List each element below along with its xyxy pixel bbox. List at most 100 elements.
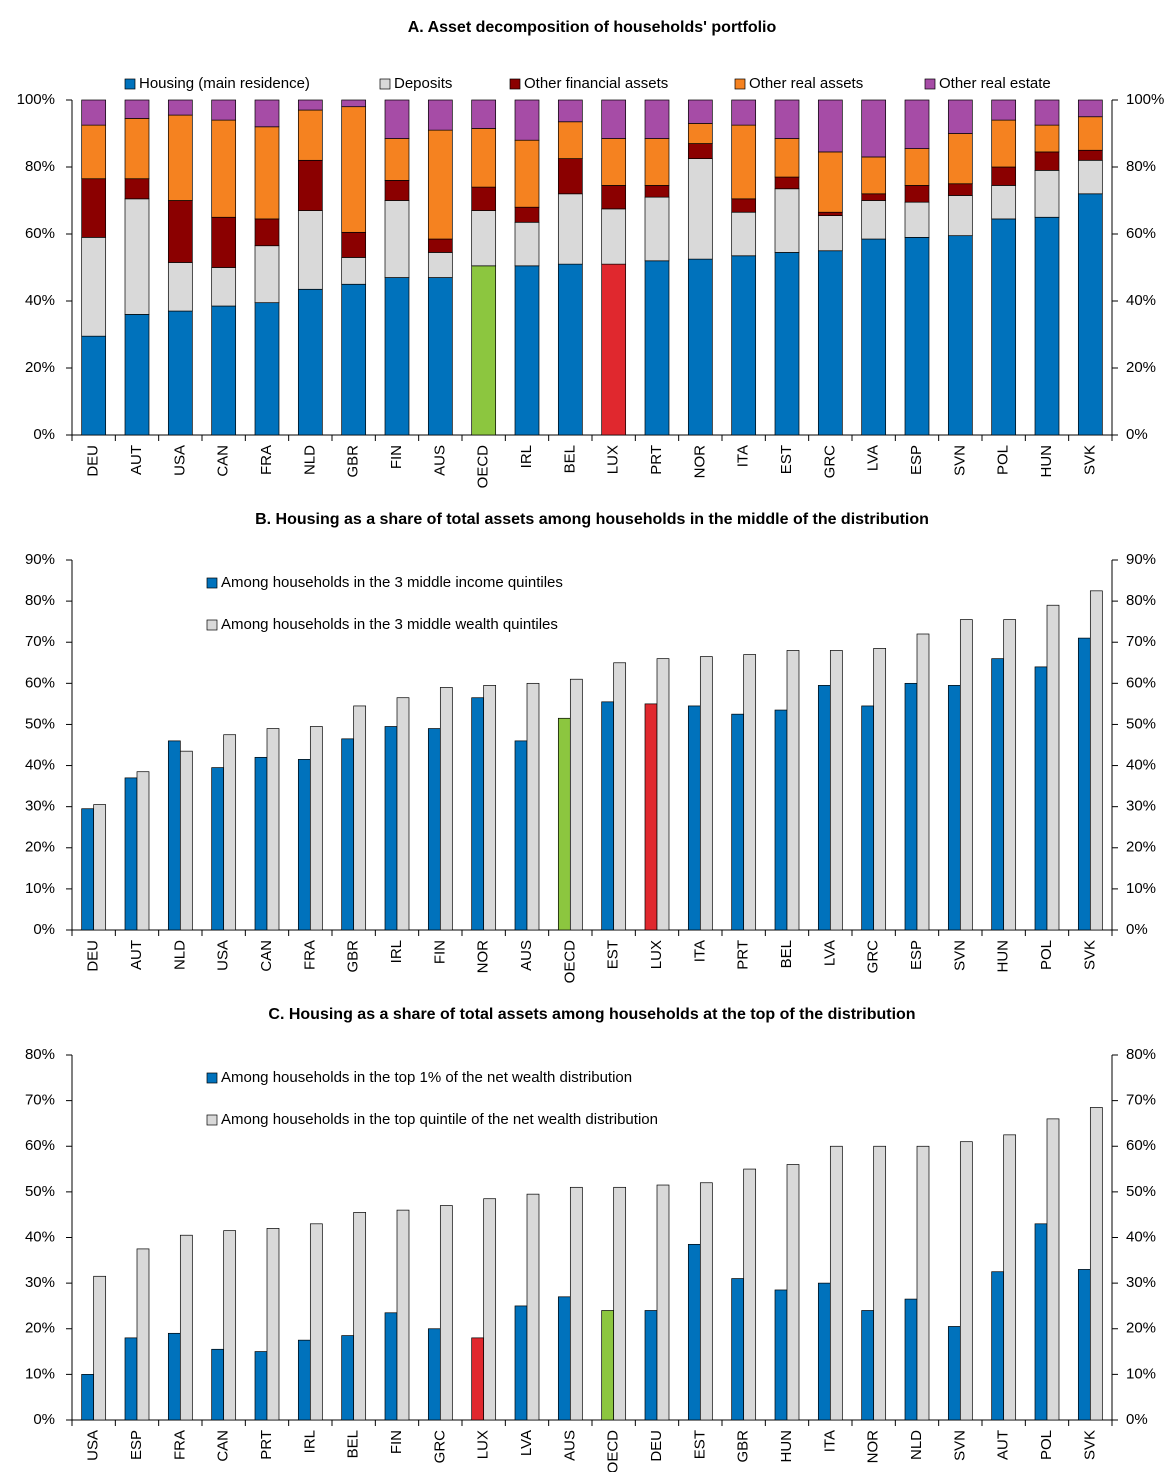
bar [817, 1282, 831, 1421]
bar-segment [947, 183, 973, 196]
bar-segment [81, 178, 107, 238]
bar-segment [1077, 159, 1103, 195]
bar-segment [947, 133, 973, 185]
bar-segment [1034, 216, 1060, 436]
y-tick-label: 50% [25, 715, 55, 732]
x-tick-label: FIN [388, 1430, 405, 1454]
bar [959, 619, 973, 931]
bar-segment [384, 138, 410, 181]
y-tick-label: 0% [33, 921, 55, 938]
bar-segment [687, 143, 713, 159]
legend-swatch [206, 1114, 218, 1126]
x-tick-label: FRA [258, 445, 275, 475]
y-tick-label: 70% [25, 1092, 55, 1109]
x-tick-label: NOR [475, 940, 492, 974]
legend-swatch [924, 78, 936, 90]
bar [731, 1278, 745, 1421]
y2-tick-label: 30% [1126, 1274, 1156, 1291]
bar-segment [557, 158, 583, 195]
bar-segment [861, 99, 887, 158]
bar-segment [557, 263, 583, 436]
y2-tick-label: 20% [1126, 839, 1156, 856]
bar [297, 1339, 311, 1421]
bar-segment [211, 216, 237, 268]
x-tick-label: POL [1038, 940, 1055, 970]
bar-segment [81, 99, 107, 126]
legend-label: Deposits [394, 75, 452, 92]
bar-segment [861, 193, 887, 201]
bar [904, 1298, 918, 1421]
bar-segment [384, 277, 410, 436]
y2-tick-label: 60% [1126, 1137, 1156, 1154]
bar [179, 1234, 193, 1421]
bar-segment [557, 121, 583, 159]
bar-segment [211, 267, 237, 307]
chart-title: C. Housing as a share of total assets am… [268, 1006, 915, 1023]
legend-label: Housing (main residence) [139, 75, 310, 92]
bar [223, 734, 237, 931]
x-tick-label: NLD [908, 1430, 925, 1460]
bar-segment [167, 310, 193, 436]
x-tick-label: HUN [995, 940, 1012, 973]
bar [1046, 604, 1060, 931]
bar-segment [774, 188, 800, 253]
bar-segment [991, 218, 1017, 436]
bar [167, 1332, 181, 1421]
legend-swatch [206, 1072, 218, 1084]
x-tick-label: AUS [561, 1430, 578, 1461]
bar [743, 654, 757, 931]
bar [266, 1228, 280, 1421]
bar [471, 697, 485, 931]
bar [223, 1230, 237, 1421]
y-tick-label: 80% [25, 158, 55, 175]
y-tick-label: 0% [33, 426, 55, 443]
bar-segment [1077, 116, 1103, 151]
y-tick-label: 70% [25, 633, 55, 650]
bar-segment [427, 277, 453, 436]
y-tick-label: 20% [25, 359, 55, 376]
bar-segment [471, 99, 497, 129]
bar [916, 1145, 930, 1421]
x-tick-label: GRC [431, 1430, 448, 1464]
bar [211, 1348, 225, 1421]
bar [266, 728, 280, 931]
bar-segment [1034, 170, 1060, 218]
x-tick-label: BEL [561, 445, 578, 473]
legend-label: Other real estate [939, 75, 1051, 92]
x-tick-label: IRL [388, 940, 405, 963]
bar-segment [297, 210, 323, 290]
y2-tick-label: 70% [1126, 633, 1156, 650]
bar [786, 650, 800, 931]
bar-segment [904, 201, 930, 238]
x-tick-label: ITA [691, 940, 708, 962]
y2-tick-label: 20% [1126, 1320, 1156, 1337]
y-tick-label: 20% [25, 1320, 55, 1337]
x-tick-label: GRC [865, 940, 882, 974]
bar-segment [774, 176, 800, 190]
x-tick-label: BEL [778, 940, 795, 968]
x-tick-label: ITA [735, 445, 752, 467]
bar-segment [644, 260, 670, 436]
bar [613, 662, 627, 931]
bar-segment [817, 250, 843, 436]
y2-tick-label: 80% [1126, 592, 1156, 609]
bar [81, 808, 95, 931]
bar [699, 1182, 713, 1421]
y-tick-label: 20% [25, 839, 55, 856]
bar [427, 728, 441, 931]
x-tick-label: FRA [301, 940, 318, 970]
x-tick-label: LVA [865, 445, 882, 471]
bar [483, 1198, 497, 1421]
bar-segment [947, 195, 973, 237]
bar-segment [904, 99, 930, 149]
y-tick-label: 0% [33, 1411, 55, 1428]
bar [1046, 1118, 1060, 1421]
bar-segment [991, 99, 1017, 121]
bar [873, 648, 887, 931]
x-tick-label: SVK [1081, 1430, 1098, 1460]
x-tick-label: FIN [431, 940, 448, 964]
x-tick-label: OECD [605, 1430, 622, 1472]
bar [124, 777, 138, 931]
y-tick-label: 10% [25, 880, 55, 897]
bar-segment [991, 166, 1017, 186]
